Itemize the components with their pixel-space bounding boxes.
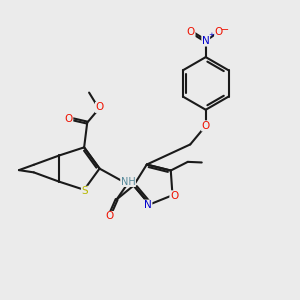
Text: −: − (221, 25, 230, 35)
Text: O: O (170, 191, 178, 201)
Text: S: S (81, 186, 88, 196)
Text: O: O (106, 212, 114, 221)
Text: +: + (209, 32, 214, 38)
Text: NH: NH (121, 176, 135, 187)
Text: O: O (95, 102, 104, 112)
Text: O: O (202, 121, 210, 131)
Text: O: O (64, 114, 73, 124)
Text: O: O (187, 27, 195, 37)
Text: N: N (202, 36, 210, 46)
Text: N: N (144, 200, 152, 210)
Text: O: O (214, 27, 223, 37)
